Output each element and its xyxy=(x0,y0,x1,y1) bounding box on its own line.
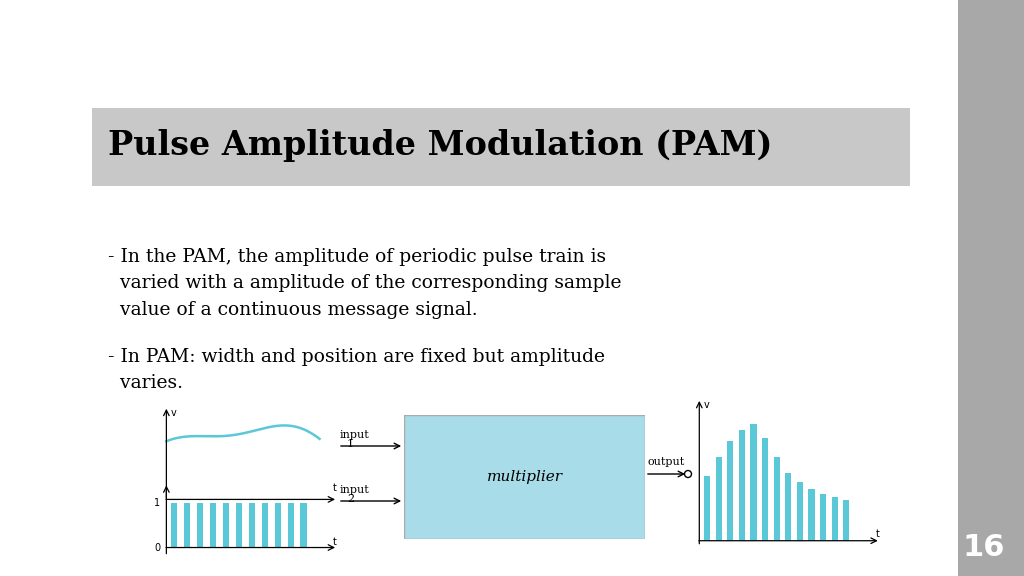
Text: 1: 1 xyxy=(347,439,354,449)
Bar xyxy=(831,498,838,541)
Bar xyxy=(236,503,242,548)
Bar xyxy=(197,503,204,548)
Bar xyxy=(808,489,814,541)
Bar xyxy=(739,430,745,541)
Text: 0: 0 xyxy=(155,543,160,552)
Bar xyxy=(171,503,177,548)
Bar xyxy=(274,503,281,548)
Bar xyxy=(288,503,294,548)
Bar xyxy=(249,503,255,548)
Text: output: output xyxy=(647,457,684,467)
Text: t: t xyxy=(333,483,337,493)
Text: input: input xyxy=(340,430,370,440)
Bar xyxy=(184,503,190,548)
Text: - In the PAM, the amplitude of periodic pulse train is
  varied with a amplitude: - In the PAM, the amplitude of periodic … xyxy=(108,248,622,319)
Text: t: t xyxy=(333,537,337,547)
Bar xyxy=(843,500,849,541)
Bar xyxy=(300,503,307,548)
Bar xyxy=(785,473,792,541)
Text: multiplier: multiplier xyxy=(486,469,563,484)
Text: - In PAM: width and position are fixed but amplitude
  varies.: - In PAM: width and position are fixed b… xyxy=(108,348,605,392)
Bar xyxy=(92,108,910,186)
Text: Pulse Amplitude Modulation (PAM): Pulse Amplitude Modulation (PAM) xyxy=(108,130,772,162)
Bar xyxy=(820,494,826,541)
Text: v: v xyxy=(705,400,710,411)
Bar xyxy=(797,482,803,541)
Text: input: input xyxy=(340,485,370,495)
Bar xyxy=(751,424,757,541)
Text: 1: 1 xyxy=(155,498,160,507)
Bar xyxy=(727,441,733,541)
Text: 2: 2 xyxy=(347,494,354,504)
Bar xyxy=(705,476,711,541)
Text: 16: 16 xyxy=(963,533,1006,563)
Bar xyxy=(261,503,268,548)
Bar xyxy=(774,457,780,541)
Bar xyxy=(210,503,216,548)
Bar xyxy=(223,503,229,548)
Bar xyxy=(762,438,768,541)
Text: t: t xyxy=(876,529,880,539)
Bar xyxy=(716,457,722,541)
Text: v: v xyxy=(171,408,177,418)
Bar xyxy=(958,0,1024,576)
